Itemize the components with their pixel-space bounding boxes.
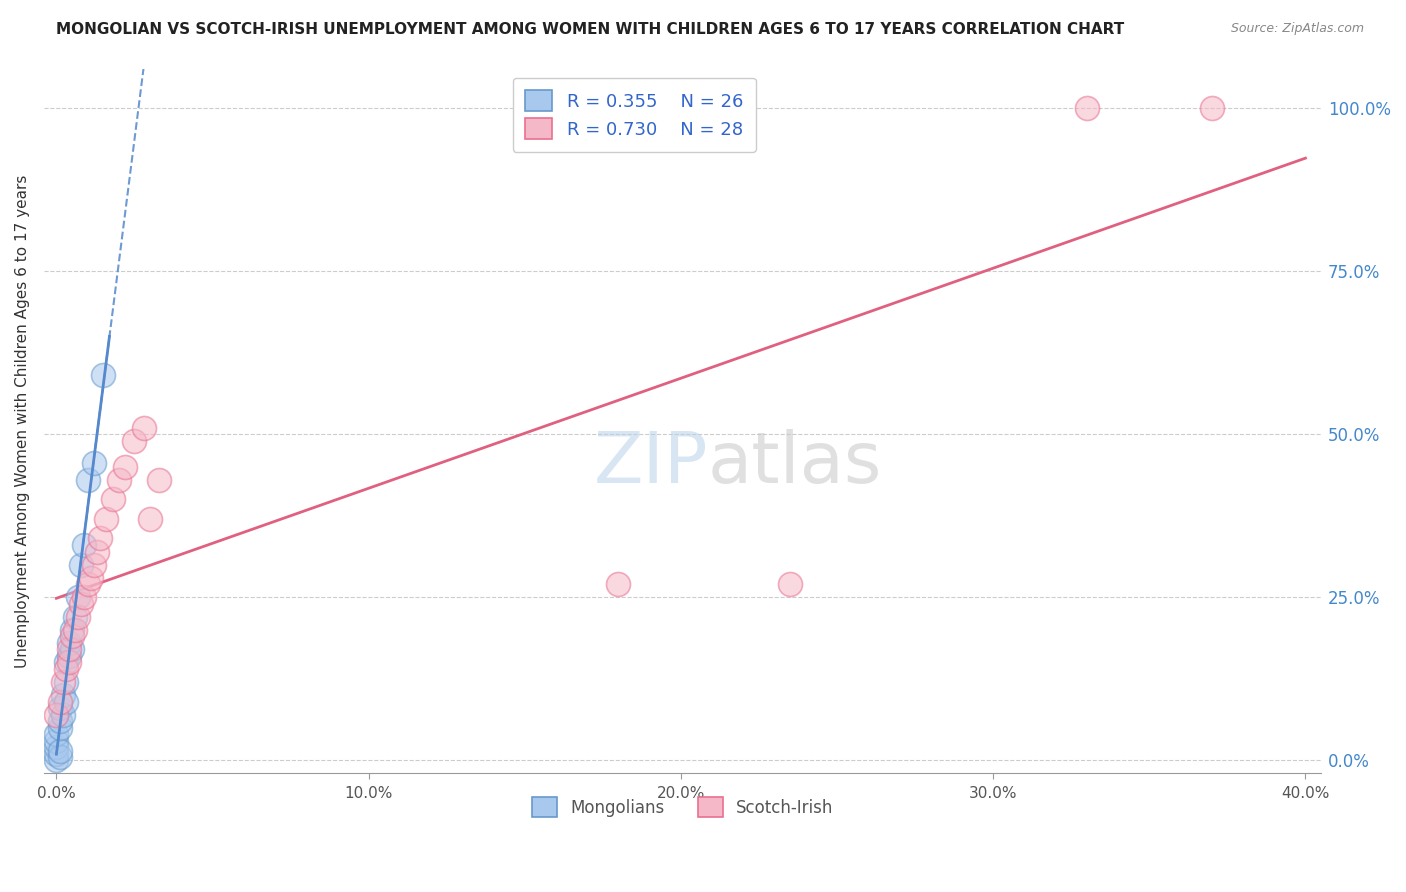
Point [55,662,77,676]
Point [52,707,75,722]
Point [52,688,75,702]
Legend: Mongolians, Scotch-Irish: Mongolians, Scotch-Irish [523,789,842,825]
Point [89,532,111,546]
Point [83,558,105,572]
Point [779,577,801,591]
Point [52,675,75,690]
Point [58,642,80,657]
Point [58,636,80,650]
Point [48,701,70,715]
Text: MONGOLIAN VS SCOTCH-IRISH UNEMPLOYMENT AMONG WOMEN WITH CHILDREN AGES 6 TO 17 YE: MONGOLIAN VS SCOTCH-IRISH UNEMPLOYMENT A… [56,22,1125,37]
Point [63,609,86,624]
Point [55,675,77,690]
Point [83,457,105,471]
Point [48,721,70,735]
Point [63,623,86,637]
Point [67,609,90,624]
Point [67,591,90,605]
Point [48,743,70,757]
Text: atlas: atlas [709,429,883,498]
Text: ZIP: ZIP [593,429,709,498]
Point [76,577,98,591]
Point [45,707,67,722]
Point [48,750,70,764]
Point [1201,101,1223,115]
Point [60,629,83,643]
Point [45,740,67,755]
Point [45,733,67,747]
Point [101,492,124,507]
Point [91,368,114,383]
Point [607,577,630,591]
Point [1076,101,1098,115]
Point [114,459,136,474]
Point [60,623,83,637]
Point [70,597,93,611]
Point [55,656,77,670]
Point [86,544,108,558]
Point [73,538,96,552]
Point [48,714,70,729]
Point [80,571,103,585]
Point [45,727,67,741]
Point [148,473,170,487]
Point [132,420,155,434]
Point [48,695,70,709]
Point [76,473,98,487]
Point [139,512,162,526]
Point [45,753,67,767]
Point [55,695,77,709]
Point [58,648,80,663]
Point [124,434,146,448]
Point [96,512,118,526]
Text: Source: ZipAtlas.com: Source: ZipAtlas.com [1230,22,1364,36]
Y-axis label: Unemployment Among Women with Children Ages 6 to 17 years: Unemployment Among Women with Children A… [15,174,30,668]
Point [73,591,96,605]
Point [60,642,83,657]
Point [58,656,80,670]
Point [45,747,67,761]
Point [108,473,131,487]
Point [70,558,93,572]
